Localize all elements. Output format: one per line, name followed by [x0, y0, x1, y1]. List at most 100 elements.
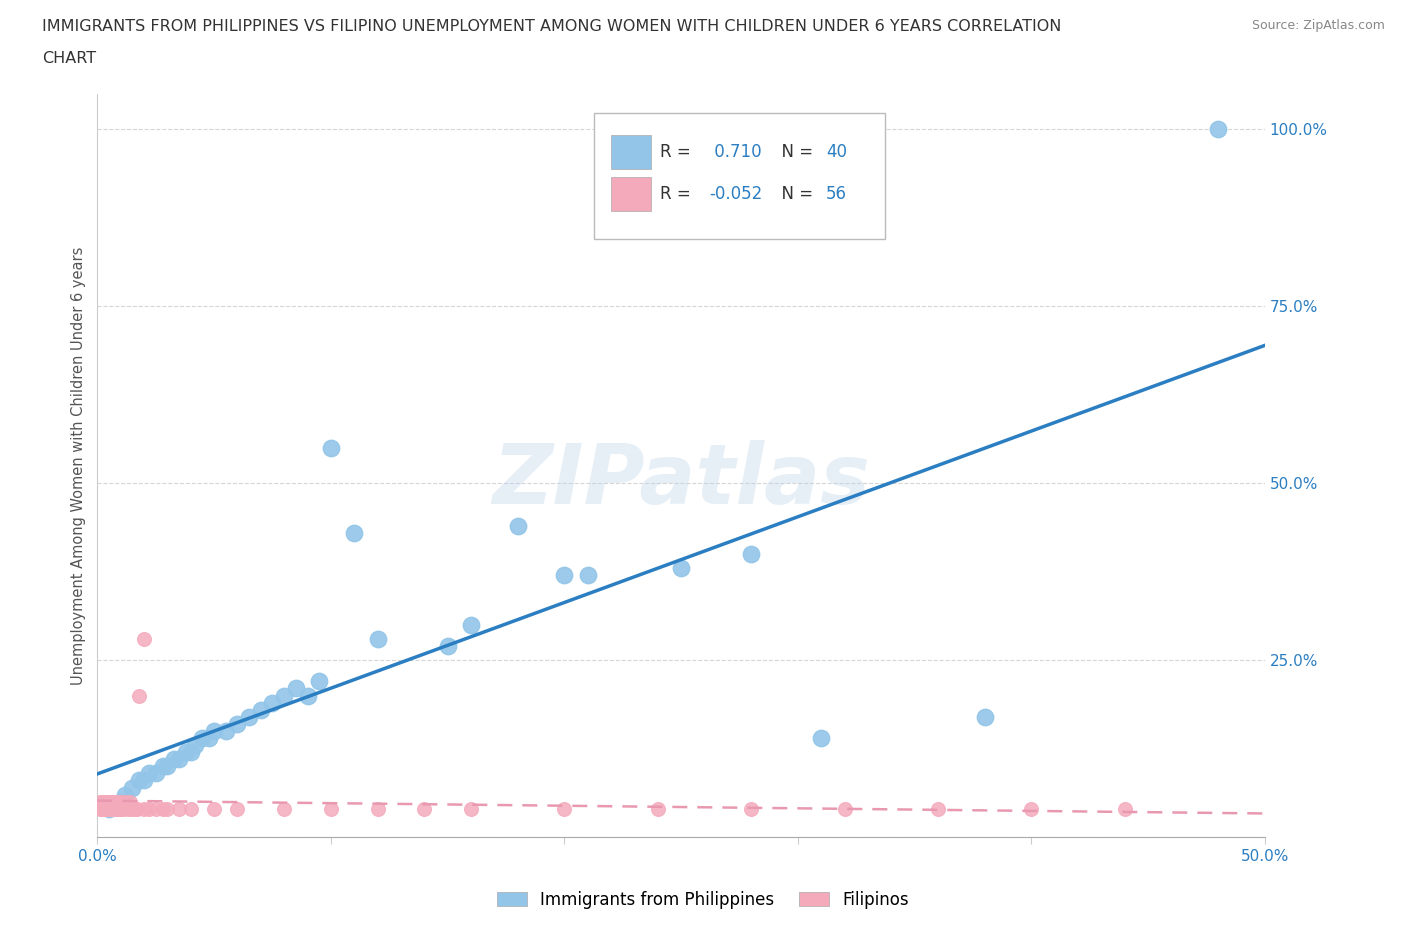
Point [138, 802, 160, 817]
Point [152, 802, 174, 817]
Point [273, 688, 295, 703]
Text: 40: 40 [825, 143, 846, 161]
Point [249, 702, 271, 717]
Point [413, 802, 436, 817]
Point [297, 688, 319, 703]
Point [117, 802, 139, 817]
Point [93, 802, 115, 817]
Point [180, 802, 202, 817]
Text: R =: R = [659, 185, 696, 204]
Point [98, 794, 121, 809]
Point [98, 802, 121, 817]
Point [319, 441, 342, 456]
Point [132, 802, 155, 817]
Point [100, 794, 122, 809]
Point [226, 802, 249, 817]
Point [202, 802, 225, 817]
Point [436, 639, 458, 654]
Point [93, 794, 115, 809]
Point [105, 794, 128, 809]
Point [740, 802, 762, 817]
Point [100, 802, 122, 817]
Point [112, 802, 135, 817]
Point [226, 716, 249, 731]
Point [107, 802, 129, 817]
Point [145, 802, 167, 817]
Point [128, 773, 150, 788]
Point [114, 794, 136, 809]
Point [110, 794, 132, 809]
Point [125, 802, 148, 817]
Point [1021, 802, 1043, 817]
Point [91, 802, 114, 817]
Point [198, 731, 221, 746]
Point [460, 802, 482, 817]
Point [973, 710, 995, 724]
Point [273, 802, 295, 817]
Point [121, 780, 143, 795]
Point [202, 724, 225, 738]
Point [215, 724, 238, 738]
Point [110, 794, 132, 809]
Point [145, 766, 167, 781]
Point [156, 802, 179, 817]
Point [167, 751, 190, 766]
Point [506, 518, 529, 533]
Point [121, 802, 143, 817]
Text: N =: N = [770, 143, 818, 161]
Point [124, 802, 146, 817]
Point [105, 802, 128, 817]
Point [1114, 802, 1136, 817]
Point [262, 695, 284, 710]
FancyBboxPatch shape [612, 135, 651, 169]
Point [174, 745, 197, 760]
Point [93, 802, 115, 817]
Point [184, 737, 207, 752]
Point [128, 688, 150, 703]
Point [103, 802, 125, 817]
Point [110, 802, 132, 817]
Text: CHART: CHART [42, 51, 96, 66]
Point [138, 766, 160, 781]
Point [647, 802, 669, 817]
Point [740, 547, 762, 562]
Text: Source: ZipAtlas.com: Source: ZipAtlas.com [1251, 19, 1385, 32]
Point [284, 681, 307, 696]
Point [152, 759, 174, 774]
Point [91, 794, 114, 809]
Point [98, 802, 121, 817]
Point [89, 802, 111, 817]
Y-axis label: Unemployment Among Women with Children Under 6 years: Unemployment Among Women with Children U… [72, 246, 86, 684]
Point [114, 787, 136, 802]
FancyBboxPatch shape [612, 178, 651, 211]
Point [100, 802, 122, 817]
Text: R =: R = [659, 143, 696, 161]
Point [118, 794, 141, 809]
Point [132, 631, 155, 646]
Point [669, 561, 692, 576]
Text: 56: 56 [825, 185, 846, 204]
Point [810, 731, 832, 746]
Text: ZIPatlas: ZIPatlas [492, 440, 870, 521]
Point [238, 710, 260, 724]
Text: IMMIGRANTS FROM PHILIPPINES VS FILIPINO UNEMPLOYMENT AMONG WOMEN WITH CHILDREN U: IMMIGRANTS FROM PHILIPPINES VS FILIPINO … [42, 19, 1062, 33]
Point [110, 802, 132, 817]
Text: N =: N = [770, 185, 818, 204]
FancyBboxPatch shape [593, 113, 886, 239]
Point [343, 525, 366, 540]
Point [180, 745, 202, 760]
Point [96, 794, 118, 809]
Text: -0.052: -0.052 [709, 185, 762, 204]
Point [576, 568, 599, 583]
Point [927, 802, 949, 817]
Point [308, 674, 330, 689]
Point [367, 631, 389, 646]
Point [553, 568, 575, 583]
Point [1206, 122, 1229, 137]
Point [319, 802, 342, 817]
Point [163, 751, 186, 766]
Point [98, 802, 121, 817]
Point [553, 802, 575, 817]
Point [103, 794, 125, 809]
Text: 0.710: 0.710 [709, 143, 762, 161]
